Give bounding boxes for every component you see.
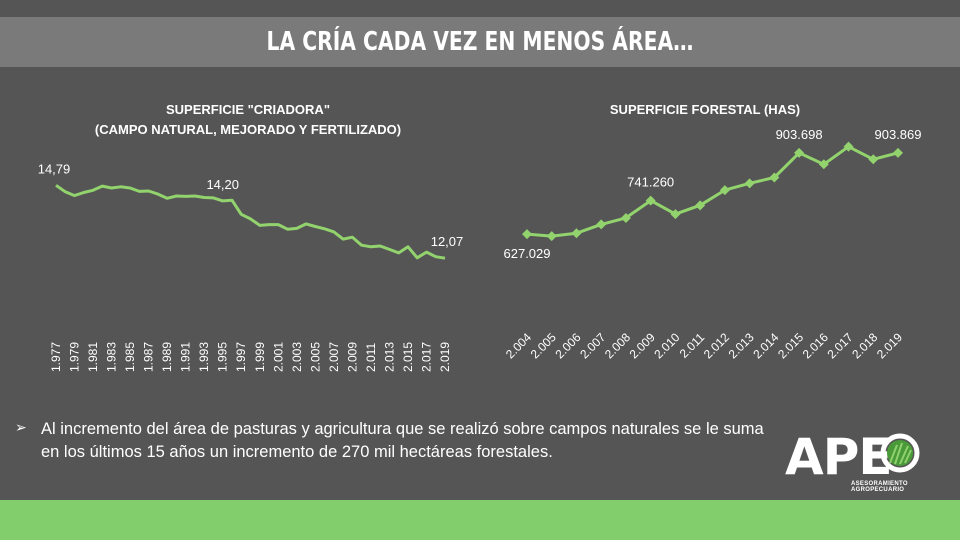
x-tick-label: 2.001 xyxy=(271,342,285,372)
data-point xyxy=(695,200,706,211)
footer-bar xyxy=(0,500,960,540)
logo-subtitle: ASESORAMIENTO AGROPECUARIO xyxy=(851,481,908,493)
data-label: 627.029 xyxy=(504,246,551,261)
x-tick-label: 1.977 xyxy=(49,342,63,372)
data-point xyxy=(670,209,681,220)
x-tick-label: 2.019 xyxy=(874,330,905,361)
data-point xyxy=(522,229,532,240)
data-label: 903.698 xyxy=(776,127,823,142)
x-tick-label: 2.009 xyxy=(627,330,658,361)
data-point xyxy=(868,154,879,165)
chart2-title: SUPERFICIE FORESTAL (HAS) xyxy=(610,102,800,117)
bullet-text: Al incremento del área de pasturas y agr… xyxy=(41,420,764,461)
data-point xyxy=(546,231,557,242)
x-tick-label: 1.983 xyxy=(105,342,119,372)
x-tick-label: 2.003 xyxy=(290,342,304,372)
logo-wordmark: APE xyxy=(785,428,892,486)
data-point xyxy=(818,159,829,170)
x-tick-label: 2.017 xyxy=(419,342,433,372)
data-point xyxy=(843,141,854,152)
data-label: 14,79 xyxy=(38,161,71,176)
x-tick-label: 1.987 xyxy=(142,342,156,372)
x-tick-label: 2.016 xyxy=(800,330,831,361)
data-point xyxy=(769,172,780,183)
data-point xyxy=(744,178,755,189)
x-tick-label: 1.995 xyxy=(216,342,230,372)
x-tick-label: 2.019 xyxy=(438,342,452,372)
x-tick-label: 2.011 xyxy=(677,330,708,361)
x-tick-label: 2.011 xyxy=(364,343,378,372)
data-point xyxy=(794,147,805,158)
x-tick-label: 2.004 xyxy=(503,330,534,361)
data-label: 741.260 xyxy=(627,175,674,190)
x-tick-label: 2.005 xyxy=(308,342,322,372)
x-tick-label: 2.006 xyxy=(552,330,583,361)
x-tick-label: 1.993 xyxy=(197,342,211,372)
data-label: 903.869 xyxy=(875,127,922,142)
data-label: 12,07 xyxy=(431,234,464,249)
x-tick-label: 2.012 xyxy=(701,330,732,361)
x-tick-label: 2.013 xyxy=(382,342,396,372)
series-line xyxy=(526,145,899,238)
x-tick-label: 1.989 xyxy=(160,342,174,372)
title-bar xyxy=(0,17,960,67)
page-title: LA CRÍA CADA VEZ EN MENOS ÁREA… xyxy=(266,27,694,57)
x-tick-label: 2.017 xyxy=(825,330,856,361)
x-tick-label: 2.015 xyxy=(401,342,415,372)
x-tick-label: 2.015 xyxy=(775,330,806,361)
series-line xyxy=(55,184,446,260)
x-tick-label: 2.010 xyxy=(651,330,682,361)
x-tick-label: 2.007 xyxy=(327,342,341,372)
x-tick-label: 2.013 xyxy=(726,330,757,361)
data-point xyxy=(620,212,631,223)
arrow-bullet-icon: ➢ xyxy=(15,419,27,435)
x-tick-label: 2.008 xyxy=(602,330,633,361)
x-tick-label: 1.999 xyxy=(253,342,267,372)
chart1-subtitle: (CAMPO NATURAL, MEJORADO Y FERTILIZADO) xyxy=(95,122,401,137)
chart1-title: SUPERFICIE "CRIADORA" xyxy=(166,102,330,117)
data-point xyxy=(719,185,730,196)
data-point xyxy=(596,219,607,230)
x-tick-label: 2.018 xyxy=(849,330,880,361)
data-point xyxy=(893,147,903,158)
x-tick-label: 1.985 xyxy=(123,342,137,372)
data-label: 14,20 xyxy=(206,177,239,192)
x-tick-label: 1.997 xyxy=(234,342,248,372)
x-tick-label: 2.009 xyxy=(345,342,359,372)
x-tick-label: 2.007 xyxy=(577,330,608,361)
data-point xyxy=(571,228,582,239)
x-tick-label: 2.005 xyxy=(528,330,559,361)
data-point xyxy=(645,195,656,206)
x-tick-label: 1.991 xyxy=(179,342,193,372)
x-tick-label: 1.981 xyxy=(86,342,100,372)
grass-circle-icon xyxy=(880,433,920,473)
x-tick-label: 2.014 xyxy=(750,330,781,361)
x-tick-label: 1.979 xyxy=(68,342,82,372)
